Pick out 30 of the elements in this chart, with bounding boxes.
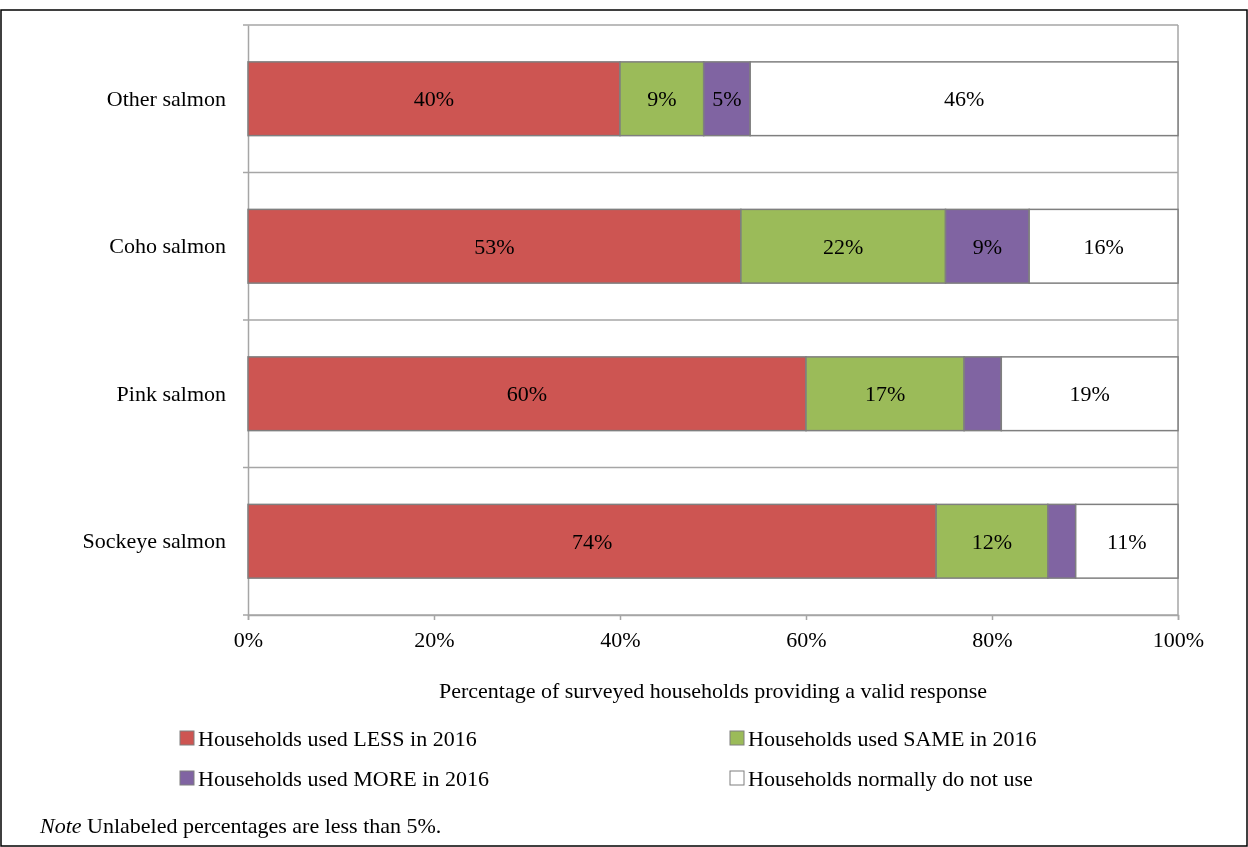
legend-label: Households used LESS in 2016 [198, 725, 477, 751]
y-tick-label: Pink salmon [116, 380, 226, 406]
data-label: 22% [823, 233, 864, 259]
data-label: 60% [506, 381, 548, 407]
data-label: 40% [413, 86, 455, 112]
data-label: 9% [972, 233, 1003, 259]
text: Note Unlabeled percentages are less than 5%. [39, 813, 442, 838]
data-label: 12% [971, 528, 1013, 554]
x-tick-label: 60% [786, 627, 827, 653]
x-tick-label: 80% [972, 627, 1013, 653]
x-tick-label: 40% [600, 627, 641, 653]
x-tick-label: 20% [414, 627, 455, 653]
y-tick-label: Other salmon [106, 85, 226, 111]
legend-label: Households normally do not use [748, 765, 1033, 791]
x-tick-label: 100% [1152, 627, 1205, 653]
data-label: 5% [712, 86, 742, 112]
data-label: 11% [1107, 528, 1147, 554]
data-label: 53% [474, 233, 515, 259]
legend-label: Households used MORE in 2016 [198, 765, 489, 791]
y-tick-label: Sockeye salmon [82, 528, 226, 554]
y-tick-label: Coho salmon [109, 233, 226, 259]
x-tick-label: 0% [233, 627, 264, 653]
data-label: 16% [1083, 233, 1124, 259]
x-axis-title: Percentage of surveyed households providing a valid response [438, 678, 988, 703]
data-label: 17% [864, 381, 906, 407]
data-label: 46% [943, 86, 985, 112]
data-label: 74% [571, 528, 613, 554]
data-label: 9% [647, 86, 677, 112]
data-label: 19% [1069, 381, 1110, 407]
legend-label: Households used SAME in 2016 [748, 725, 1037, 751]
